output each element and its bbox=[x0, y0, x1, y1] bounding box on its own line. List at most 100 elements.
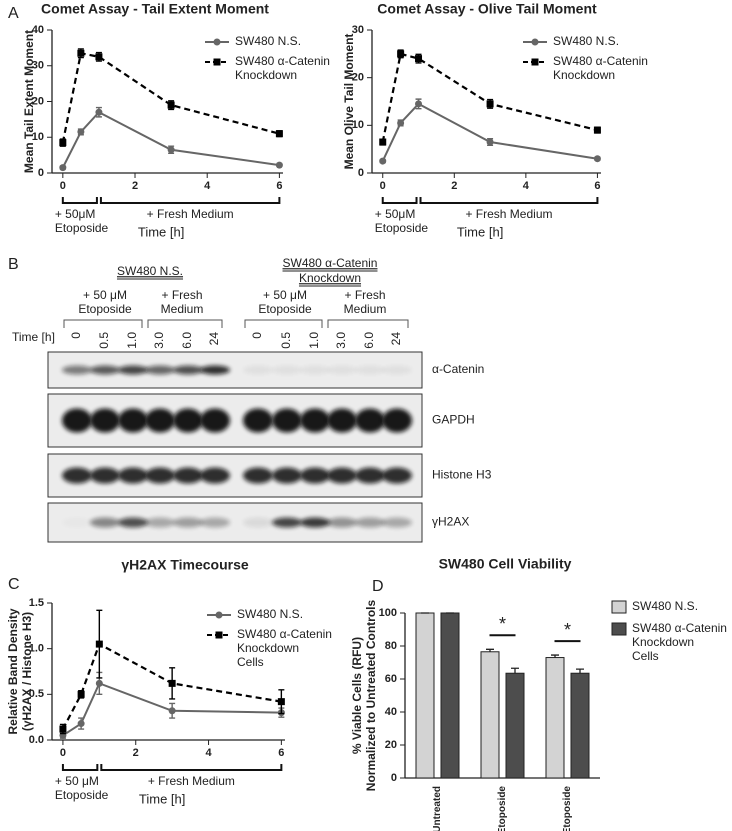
treatment-bracket bbox=[244, 319, 323, 328]
time-label: 0 bbox=[69, 332, 83, 339]
treatment-label: Etoposide bbox=[375, 221, 429, 235]
y-axis-label: (γH2AX / Histone H3) bbox=[20, 612, 34, 731]
band bbox=[200, 408, 230, 433]
treatment-label: + Fresh Medium bbox=[148, 774, 235, 788]
data-point bbox=[77, 720, 85, 728]
treatment-bracket bbox=[61, 197, 98, 204]
y-tick-label: 40 bbox=[385, 706, 397, 718]
data-point bbox=[167, 146, 175, 154]
data-point bbox=[593, 126, 601, 134]
band bbox=[243, 365, 273, 375]
band bbox=[382, 467, 412, 484]
band bbox=[355, 517, 385, 528]
time-label: 0.5 bbox=[97, 332, 111, 349]
treatment-label: + 50μM bbox=[375, 207, 416, 221]
band bbox=[173, 467, 203, 484]
y-axis-label: Normalized to Untreated Controls bbox=[364, 600, 378, 792]
treatment-label: + Fresh bbox=[344, 288, 385, 302]
band bbox=[272, 408, 302, 433]
data-point bbox=[379, 157, 387, 165]
treatment-label: + 50 μM bbox=[55, 774, 99, 788]
y-tick-label: 30 bbox=[352, 24, 364, 36]
bar bbox=[570, 672, 590, 779]
data-point bbox=[593, 155, 601, 163]
x-axis-label: Time [h] bbox=[138, 224, 184, 239]
data-point bbox=[95, 640, 103, 648]
legend-label: SW480 N.S. bbox=[553, 34, 619, 48]
treatment-bracket bbox=[381, 197, 418, 204]
band bbox=[200, 467, 230, 484]
band bbox=[272, 517, 302, 528]
band bbox=[327, 517, 357, 528]
bar bbox=[545, 657, 565, 779]
y-axis-label: Relative Band Density bbox=[6, 608, 20, 734]
band bbox=[200, 365, 230, 375]
data-point bbox=[275, 130, 283, 138]
treatment-bracket bbox=[419, 197, 599, 204]
band bbox=[327, 365, 357, 375]
legend-swatch bbox=[611, 600, 627, 614]
y-tick-label: 10 bbox=[352, 119, 364, 131]
data-point bbox=[59, 139, 67, 147]
y-tick-label: 80 bbox=[385, 640, 397, 652]
band bbox=[173, 517, 203, 528]
time-label: 24 bbox=[389, 332, 403, 346]
band bbox=[118, 365, 148, 375]
legend-label: SW480 N.S. bbox=[237, 607, 303, 621]
y-tick-label: 1.5 bbox=[29, 597, 44, 609]
treatment-bracket bbox=[63, 319, 143, 328]
band bbox=[327, 467, 357, 484]
time-label: 3.0 bbox=[152, 332, 166, 349]
y-axis-label: Mean Olive Tail Moment bbox=[342, 34, 356, 170]
group-label: SW480 N.S. bbox=[117, 264, 183, 278]
y-tick-label: 0 bbox=[358, 167, 364, 179]
time-label: 1.0 bbox=[307, 332, 321, 349]
treatment-label: + 50 μM bbox=[83, 288, 127, 302]
y-tick-label: 20 bbox=[352, 72, 364, 84]
time-label: 6.0 bbox=[362, 332, 376, 349]
treatment-bracket bbox=[61, 764, 99, 771]
treatment-label: Medium bbox=[161, 302, 204, 316]
legend-marker bbox=[215, 611, 223, 619]
y-axis-label: % Viable Cells (RFU) bbox=[350, 637, 364, 754]
band bbox=[382, 365, 412, 375]
data-point bbox=[397, 119, 405, 127]
band bbox=[173, 408, 203, 433]
y-axis-label: Mean Tail Extent Moment bbox=[22, 30, 36, 173]
row-label: Histone H3 bbox=[432, 468, 492, 482]
band bbox=[355, 467, 385, 484]
band bbox=[243, 517, 273, 528]
treatment-label: Etoposide bbox=[55, 788, 109, 802]
y-tick-label: 20 bbox=[385, 739, 397, 751]
legend-marker bbox=[215, 631, 223, 639]
treatment-label: Medium bbox=[344, 302, 387, 316]
band bbox=[300, 408, 330, 433]
x-tick-label: 0 bbox=[60, 747, 66, 759]
data-point bbox=[415, 55, 423, 63]
treatment-label: + 50 μM bbox=[263, 288, 307, 302]
band bbox=[200, 517, 230, 528]
data-point bbox=[59, 725, 67, 733]
bar bbox=[440, 612, 460, 779]
group-label: SW480 α-Catenin bbox=[283, 256, 378, 270]
data-point bbox=[167, 101, 175, 109]
y-tick-label: 0 bbox=[38, 167, 44, 179]
legend-swatch bbox=[611, 622, 627, 636]
data-point bbox=[77, 690, 85, 698]
band bbox=[355, 408, 385, 433]
band bbox=[145, 365, 175, 375]
x-tick-label: 6 bbox=[278, 747, 284, 759]
band bbox=[327, 408, 357, 433]
error-bar bbox=[486, 648, 494, 652]
chart-title: Comet Assay - Olive Tail Moment bbox=[377, 1, 597, 17]
data-point bbox=[59, 164, 67, 172]
bar bbox=[415, 612, 435, 779]
y-tick-label: 1.0 bbox=[29, 643, 44, 655]
data-point bbox=[397, 50, 405, 58]
x-tick-label: 2 bbox=[133, 747, 139, 759]
data-point bbox=[95, 53, 103, 61]
x-tick-label: 4 bbox=[205, 747, 212, 759]
band bbox=[382, 517, 412, 528]
band bbox=[90, 408, 120, 433]
